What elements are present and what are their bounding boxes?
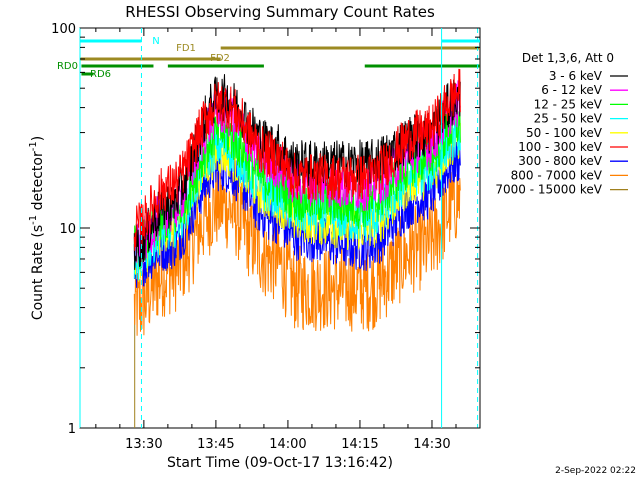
- legend-label: 300 - 800 keV: [518, 154, 602, 168]
- y-axis-label-sup1: -1: [28, 215, 39, 225]
- legend-label: 100 - 300 keV: [518, 140, 602, 154]
- y-tick-label: 10: [59, 222, 76, 237]
- legend-label: 25 - 50 keV: [534, 112, 603, 126]
- flag-label-rd0: RD0: [57, 61, 78, 72]
- y-axis-label: Count Rate (s-1 detector-1): [28, 136, 46, 320]
- legend-label: 50 - 100 keV: [526, 126, 603, 140]
- x-tick-label: 14:30: [413, 437, 450, 452]
- legend-label: 6 - 12 keV: [541, 83, 603, 97]
- y-tick-label: 1: [68, 422, 76, 437]
- flag-label-fd2: FD2: [210, 53, 230, 64]
- y-axis-label-mid: detector: [30, 151, 46, 215]
- x-tick-label: 14:15: [341, 437, 378, 452]
- x-axis-label: Start Time (09-Oct-17 13:16:42): [167, 455, 393, 471]
- svg-text:Count Rate (s-1 detector-1): Count Rate (s-1 detector-1): [28, 136, 46, 320]
- series-line-100to300kev: [133, 68, 461, 251]
- flag-label-fd1: FD1: [176, 43, 196, 54]
- legend-label: 12 - 25 keV: [534, 97, 603, 111]
- y-tick-label: 100: [51, 22, 76, 37]
- x-tick-label: 13:45: [197, 437, 234, 452]
- y-axis-label-main: Count Rate (s: [30, 225, 46, 320]
- axes-layer: 13:30 13:45 14:00 14:15 14:30 1 10 100: [51, 22, 480, 452]
- y-axis-label-end: ): [30, 136, 46, 141]
- footer-date: 2-Sep-2022 02:22: [555, 466, 636, 476]
- series-line-800to7000kev: [133, 161, 461, 336]
- y-axis-label-sup2: -1: [28, 141, 39, 151]
- legend-label: 3 - 6 keV: [549, 69, 603, 83]
- legend-label: 7000 - 15000 keV: [495, 183, 602, 197]
- chart-title: RHESSI Observing Summary Count Rates: [125, 3, 435, 21]
- legend-title: Det 1,3,6, Att 0: [522, 51, 614, 65]
- flag-label-rd6: RD6: [90, 69, 111, 80]
- x-tick-label: 14:00: [269, 437, 306, 452]
- legend-label: 800 - 7000 keV: [511, 168, 603, 182]
- x-tick-label: 13:30: [125, 437, 162, 452]
- series-layer: [133, 68, 461, 428]
- flag-label-n: N: [152, 36, 159, 47]
